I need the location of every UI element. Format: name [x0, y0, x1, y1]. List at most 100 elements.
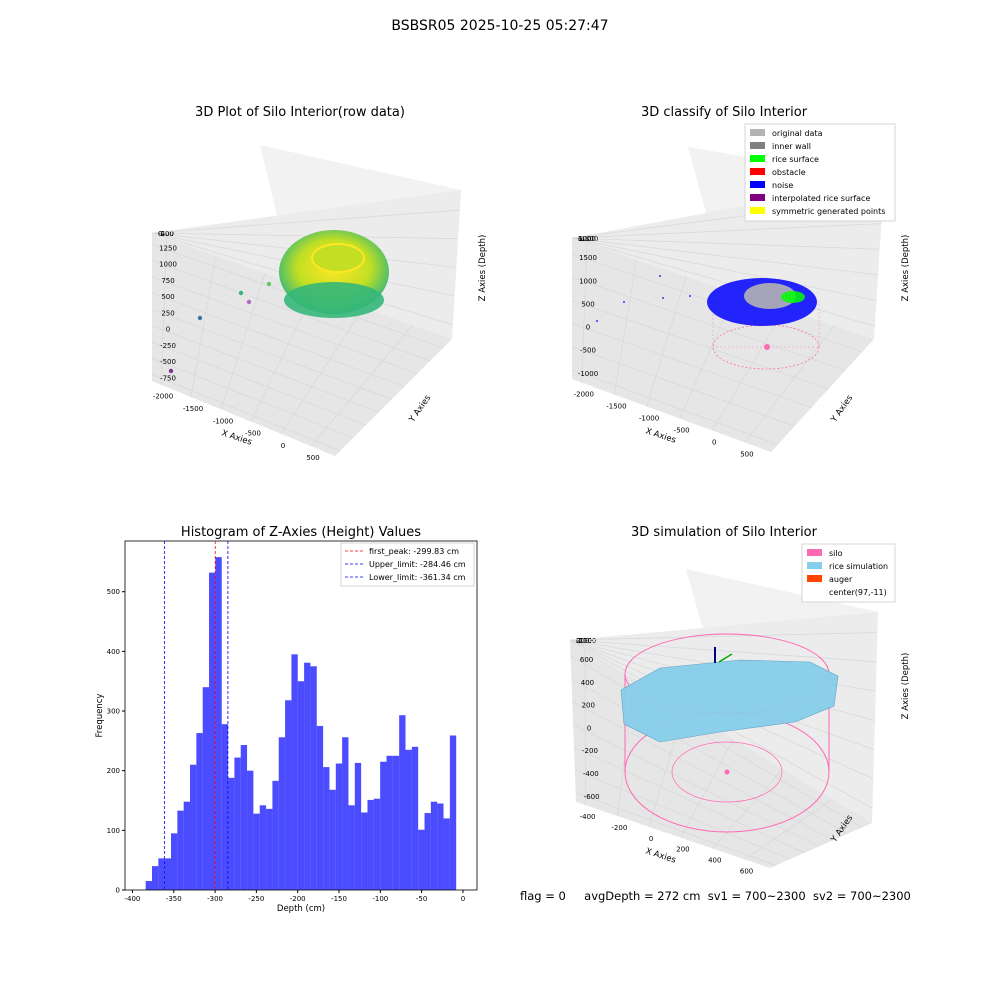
rice-simulation-surface — [620, 659, 839, 743]
y-tick-label: -400 — [583, 770, 599, 778]
histogram-bar — [196, 733, 203, 890]
histogram-bar — [215, 557, 222, 890]
y-tick-label: 300 — [107, 708, 120, 716]
grid-line — [151, 276, 418, 375]
y-tick-label: 200 — [107, 767, 120, 775]
legend-swatch — [807, 575, 822, 582]
z-tick-label: -400 — [158, 230, 174, 238]
x-tick-label: -250 — [248, 895, 264, 903]
histogram-bar — [310, 666, 317, 890]
x-axis-label: Depth (cm) — [277, 904, 325, 914]
y-tick-label: 1000 — [579, 277, 597, 285]
rice-surface-cluster — [781, 291, 805, 303]
histogram-bar — [266, 808, 273, 890]
grid-line — [151, 292, 405, 387]
histogram-bar — [392, 755, 400, 890]
grid-line — [571, 678, 848, 835]
silo-center-point — [724, 769, 730, 775]
histogram-bar — [253, 813, 260, 890]
histogram-bar — [342, 737, 349, 890]
z-axis-label: Z Axies (Depth) — [478, 235, 488, 302]
panel-histogram: Histogram of Z-Axies (Height) Values -400… — [95, 525, 478, 914]
histogram-bar — [418, 829, 425, 890]
grid-line — [571, 237, 880, 250]
chart-title: Histogram of Z-Axies (Height) Values — [181, 525, 421, 540]
grid-line — [151, 232, 459, 240]
grid-line — [744, 325, 835, 443]
x-tick-label: 0 — [461, 895, 465, 903]
z-tick-label: -800 — [158, 230, 174, 238]
x-tick-label: -400 — [124, 895, 140, 903]
z-axis-label: Z Axies (Depth) — [901, 653, 911, 720]
x-tick-label: -200 — [290, 895, 306, 903]
legend-label: first_peak: -299.83 cm — [369, 547, 459, 556]
legend-swatch — [750, 181, 765, 188]
z-tick-label: -1000 — [578, 235, 598, 243]
histogram-bar — [285, 700, 292, 890]
legend-swatch — [750, 207, 765, 214]
grid-line — [646, 275, 687, 407]
y-tick-label: 600 — [580, 656, 593, 664]
legend-swatch — [750, 155, 765, 162]
histogram-bar — [297, 681, 305, 890]
x-tick-label: -100 — [372, 895, 388, 903]
x-axis-label: X Axies — [644, 846, 677, 865]
x-tick-label: 200 — [676, 846, 689, 854]
panel-raw-3d: -2000-1500-1000-5000500-750-500-25002505… — [151, 105, 488, 462]
grid-line — [571, 276, 846, 371]
x-tick-label: -200 — [611, 824, 627, 832]
grid-line — [151, 209, 460, 234]
grid-line — [569, 639, 877, 663]
histogram-bar — [354, 762, 362, 890]
grid-line — [151, 309, 392, 400]
chart-title: 3D classify of Silo Interior — [641, 105, 808, 120]
x-tick-label: -300 — [207, 895, 223, 903]
z-tick-label: -200 — [158, 230, 174, 238]
z-tick-label: 0 — [578, 235, 582, 243]
x-tick-label: -1500 — [183, 405, 203, 413]
legend-label: original data — [772, 129, 823, 138]
panel-simulation-3d: -400-2000200400600-600-400-2000200400600… — [569, 525, 911, 875]
grid-line — [574, 769, 791, 860]
grid-line — [570, 655, 863, 828]
y-tick-label: 200 — [582, 702, 595, 710]
grid-line — [160, 238, 168, 385]
legend-label: noise — [772, 181, 793, 190]
histogram-bar — [158, 858, 165, 890]
noise-point — [623, 301, 625, 303]
histogram-bar — [329, 789, 336, 890]
grid-line — [571, 369, 778, 445]
y-tick-label: 400 — [581, 679, 594, 687]
histogram-bar — [316, 725, 324, 890]
histogram-bar — [240, 745, 248, 890]
y-tick-label: -500 — [580, 347, 596, 355]
histogram-bar — [247, 770, 254, 890]
status-flag: flag = 0 — [520, 889, 566, 903]
grid-line — [151, 325, 379, 413]
y-tick-label: 750 — [161, 277, 174, 285]
z-tick-label: 200 — [576, 637, 589, 645]
z-tick-label: -500 — [578, 235, 594, 243]
histogram-bar — [405, 749, 412, 890]
y-tick-label: -1000 — [578, 370, 598, 378]
histogram-bar — [234, 757, 241, 890]
legend-label: center(97,-11) — [829, 588, 887, 597]
status-sv1: sv1 = 700~2300 — [707, 889, 806, 903]
x-tick-label: 0 — [281, 442, 285, 450]
z-tick-label: 500 — [578, 235, 591, 243]
histogram-bar — [386, 755, 393, 890]
histogram-bar — [171, 833, 178, 890]
histogram-bar — [348, 805, 355, 890]
histogram-bar — [272, 780, 279, 890]
y-axis-label: Y Axies — [407, 393, 434, 425]
legend-label: silo — [829, 549, 843, 558]
y-tick-label: 500 — [161, 293, 174, 301]
histogram-bar — [190, 764, 197, 890]
grid-line — [571, 237, 879, 276]
x-tick-label: -2000 — [153, 393, 173, 401]
grid-line — [569, 632, 878, 641]
grid-line — [571, 346, 795, 427]
chart-title: 3D simulation of Silo Interior — [631, 525, 818, 540]
status-line: flag = 0 avgDepth = 272 cm sv1 = 700~230… — [520, 889, 911, 903]
grid-line — [711, 308, 786, 431]
